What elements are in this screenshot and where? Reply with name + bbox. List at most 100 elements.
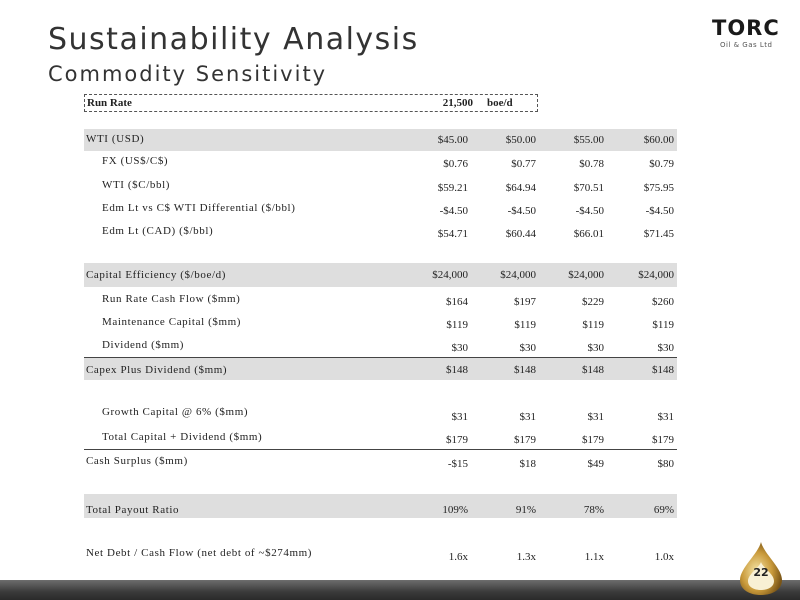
cell-value: -$4.50	[645, 205, 674, 217]
oil-drop-icon	[740, 542, 782, 595]
cell-value: $148	[582, 364, 604, 376]
table-row-edm-cad: Edm Lt (CAD) ($/bbl) $54.71 $60.44 $66.0…	[84, 221, 677, 243]
page-number: 22	[753, 566, 769, 579]
cell-value: $0.79	[649, 158, 674, 170]
cell-value: -$4.50	[439, 205, 468, 217]
cell-value: 69%	[653, 504, 674, 516]
cell-value: $24,000	[500, 269, 536, 281]
cell-value: $70.51	[573, 182, 604, 194]
run-rate-box: Run Rate 21,500 boe/d	[84, 94, 538, 112]
table-row-cash-flow: Run Rate Cash Flow ($mm) $164 $197 $229 …	[84, 289, 677, 311]
run-rate-value: 21,500	[442, 97, 473, 109]
table-row-wti-cad: WTI ($C/bbl) $59.21 $64.94 $70.51 $75.95	[84, 175, 677, 197]
cell-value: $31	[587, 411, 605, 423]
table-row-growth-capital: Growth Capital @ 6% ($mm) $31 $31 $31 $3…	[84, 404, 677, 426]
cell-value: $50.00	[505, 134, 536, 146]
row-label: Total Capital + Dividend ($mm)	[102, 431, 263, 443]
cell-value: $197	[514, 296, 536, 308]
cell-value: $30	[587, 342, 605, 354]
cell-value: $119	[652, 319, 674, 331]
cell-value: -$4.50	[507, 205, 536, 217]
cell-value: 109%	[442, 504, 468, 516]
cell-value: $24,000	[432, 269, 468, 281]
cell-value: $148	[446, 364, 468, 376]
footer-bar	[0, 580, 800, 600]
cell-value: $60.44	[505, 228, 536, 240]
run-rate-label: Run Rate	[87, 97, 132, 109]
row-label: Capex Plus Dividend ($mm)	[86, 364, 228, 376]
cell-value: $75.95	[643, 182, 674, 194]
run-rate-unit: boe/d	[487, 97, 513, 109]
cell-value: $31	[451, 411, 469, 423]
row-label: Edm Lt (CAD) ($/bbl)	[102, 225, 214, 237]
row-label: FX (US$/C$)	[102, 155, 169, 167]
table-row-total-capital: Total Capital + Dividend ($mm) $179 $179…	[84, 427, 677, 450]
company-logo: TORC Oil & Gas Ltd	[712, 16, 780, 56]
cell-value: $31	[519, 411, 537, 423]
cell-value: $260	[652, 296, 674, 308]
cell-value: $229	[582, 296, 604, 308]
cell-value: $66.01	[573, 228, 604, 240]
table-row-differential: Edm Lt vs C$ WTI Differential ($/bbl) -$…	[84, 198, 677, 220]
cell-value: $59.21	[437, 182, 468, 194]
cell-value: $179	[446, 434, 468, 446]
cell-value: $148	[514, 364, 536, 376]
table-row-cash-surplus: Cash Surplus ($mm) -$15 $18 $49 $80	[84, 451, 677, 473]
cell-value: $60.00	[643, 134, 674, 146]
cell-value: $18	[519, 458, 537, 470]
cell-value: $179	[652, 434, 674, 446]
cell-value: $55.00	[573, 134, 604, 146]
row-label: Total Payout Ratio	[86, 504, 180, 516]
row-label: Edm Lt vs C$ WTI Differential ($/bbl)	[102, 202, 296, 214]
cell-value: $179	[514, 434, 536, 446]
cell-value: $164	[446, 296, 468, 308]
cell-value: $71.45	[643, 228, 674, 240]
cell-value: -$15	[447, 458, 468, 470]
page-subtitle: Commodity Sensitivity	[48, 62, 328, 86]
cell-value: $49	[587, 458, 605, 470]
row-label: Cash Surplus ($mm)	[86, 455, 188, 467]
row-label: Run Rate Cash Flow ($mm)	[102, 293, 241, 305]
cell-value: $64.94	[505, 182, 536, 194]
table-row-dividend: Dividend ($mm) $30 $30 $30 $30	[84, 335, 677, 358]
cell-value: 91%	[515, 504, 536, 516]
table-row-net-debt: Net Debt / Cash Flow (net debt of ~$274m…	[84, 544, 677, 566]
cell-value: 1.0x	[654, 551, 674, 563]
cell-value: $30	[519, 342, 537, 354]
row-label: WTI (USD)	[86, 133, 145, 145]
logo-subtext: Oil & Gas Ltd	[720, 41, 773, 49]
cell-value: 1.6x	[448, 551, 468, 563]
cell-value: $24,000	[638, 269, 674, 281]
cell-value: -$4.50	[575, 205, 604, 217]
row-label: Net Debt / Cash Flow (net debt of ~$274m…	[86, 547, 313, 559]
row-label: WTI ($C/bbl)	[102, 179, 170, 191]
cell-value: $54.71	[437, 228, 468, 240]
row-label: Maintenance Capital ($mm)	[102, 316, 242, 328]
cell-value: $45.00	[437, 134, 468, 146]
row-label: Growth Capital @ 6% ($mm)	[102, 406, 249, 418]
table-row-maintenance-capital: Maintenance Capital ($mm) $119 $119 $119…	[84, 312, 677, 334]
cell-value: $0.77	[511, 158, 536, 170]
cell-value: $30	[451, 342, 469, 354]
cell-value: $0.78	[579, 158, 604, 170]
cell-value: $24,000	[568, 269, 604, 281]
cell-value: $119	[446, 319, 468, 331]
table-row-capex-plus-dividend: Capex Plus Dividend ($mm) $148 $148 $148…	[84, 358, 677, 380]
logo-text: TORC	[712, 16, 780, 40]
cell-value: $179	[582, 434, 604, 446]
table-row-wti-usd: WTI (USD) $45.00 $50.00 $55.00 $60.00	[84, 129, 677, 151]
row-label: Capital Efficiency ($/boe/d)	[86, 269, 226, 281]
cell-value: 1.3x	[516, 551, 536, 563]
cell-value: $148	[652, 364, 674, 376]
cell-value: $0.76	[443, 158, 468, 170]
row-label: Dividend ($mm)	[102, 339, 185, 351]
cell-value: $80	[657, 458, 675, 470]
table-row-fx: FX (US$/C$) $0.76 $0.77 $0.78 $0.79	[84, 151, 677, 173]
cell-value: $31	[657, 411, 675, 423]
cell-value: 78%	[583, 504, 604, 516]
cell-value: 1.1x	[584, 551, 604, 563]
page-title: Sustainability Analysis	[48, 22, 419, 57]
table-row-payout-ratio: Total Payout Ratio 109% 91% 78% 69%	[84, 494, 677, 518]
cell-value: $119	[514, 319, 536, 331]
cell-value: $30	[657, 342, 675, 354]
